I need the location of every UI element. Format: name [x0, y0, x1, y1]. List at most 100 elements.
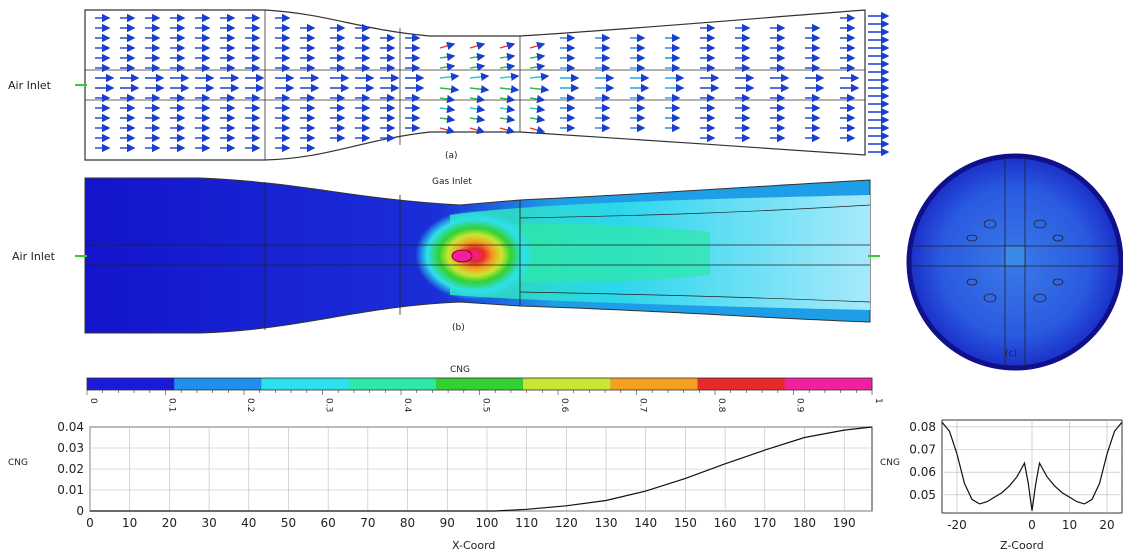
velocity-vector — [469, 114, 486, 124]
velocity-vector — [499, 126, 516, 135]
x-tick-label: 10 — [1062, 518, 1077, 532]
velocity-vector — [529, 104, 546, 114]
x-tick-label: 40 — [241, 516, 256, 530]
y-tick-label: 0.06 — [909, 465, 936, 479]
y-tick-label: 0.05 — [909, 488, 936, 502]
panel-c-cross-section: (c) — [906, 153, 1123, 371]
x-tick-label: 190 — [833, 516, 856, 530]
velocity-vector — [439, 126, 456, 135]
y-tick-label: 0.03 — [57, 441, 84, 455]
colorbar-tick-label: 0.2 — [245, 398, 255, 412]
x-tick-label: 120 — [555, 516, 578, 530]
colorbar-tick-label: 0.9 — [795, 398, 805, 413]
velocity-vector — [499, 104, 516, 114]
panel-c-caption: (c) — [1005, 349, 1017, 359]
x-tick-label: 70 — [360, 516, 375, 530]
y-tick-label: 0.01 — [57, 483, 84, 497]
velocity-vector — [469, 104, 486, 114]
colorbar-tick-label: 0.8 — [716, 398, 726, 413]
x-tick-label: 0 — [1028, 518, 1036, 532]
velocity-vector — [529, 85, 550, 94]
velocity-vector — [499, 94, 516, 104]
velocity-vector — [469, 41, 486, 50]
colorbar-tick-label: 0.4 — [402, 398, 412, 413]
x-tick-label: 50 — [281, 516, 296, 530]
chart2-cng-line — [941, 421, 1123, 511]
air-inlet-label-b: Air Inlet — [12, 250, 56, 263]
x-tick-label: 110 — [515, 516, 538, 530]
colorbar-segment — [174, 378, 262, 390]
x-tick-label: 160 — [714, 516, 737, 530]
colorbar-segment — [610, 378, 699, 390]
y-tick-label: 0.08 — [909, 420, 936, 434]
chart2-y-axis-label: CNG — [880, 458, 900, 468]
panel-a-vector-plot: Air Inlet (a) — [8, 9, 890, 161]
colorbar-tick-label: 0.3 — [324, 398, 334, 412]
colorbar-tick-label: 0.7 — [638, 398, 648, 412]
colorbar-segment — [784, 378, 873, 390]
colorbar-title: CNG — [450, 365, 470, 375]
velocity-vector — [529, 62, 546, 72]
x-tick-label: 80 — [400, 516, 415, 530]
gas-inlet-label: Gas Inlet — [432, 177, 472, 187]
velocity-vector — [499, 114, 516, 124]
x-tick-label: 150 — [674, 516, 697, 530]
chart1-x-axis-label: X-Coord — [452, 539, 495, 552]
velocity-vector — [439, 52, 456, 62]
panel-a-caption: (a) — [445, 151, 458, 161]
x-tick-label: 30 — [201, 516, 216, 530]
velocity-vector — [499, 41, 516, 50]
panel-b-plume-core — [415, 210, 535, 300]
velocity-vector — [439, 104, 456, 114]
colorbar-ticks: 0 0.1 0.2 0.3 0.4 0.5 0.6 0.7 0.8 0.9 1 — [86, 390, 883, 413]
colorbar-segment — [523, 378, 611, 390]
colorbar-segment — [261, 378, 350, 390]
velocity-vector — [529, 126, 546, 135]
velocity-vector-field — [95, 13, 860, 153]
x-tick-label: 180 — [793, 516, 816, 530]
x-tick-label: 60 — [321, 516, 336, 530]
velocity-vector — [469, 62, 486, 72]
velocity-vector — [439, 72, 460, 81]
chart2-x-ticks: -20 0 10 20 — [947, 518, 1114, 532]
air-inlet-label-a: Air Inlet — [8, 79, 52, 92]
velocity-vector — [499, 62, 516, 72]
velocity-vector — [469, 94, 486, 104]
velocity-vector — [529, 72, 550, 81]
panel-b-caption: (b) — [452, 323, 465, 333]
cng-vs-z-chart: 0.05 0.06 0.07 0.08 -20 0 10 20 CNG Z-Coord — [880, 419, 1123, 552]
x-tick-label: 20 — [1099, 518, 1114, 532]
outlet-velocity-vectors — [868, 11, 890, 157]
velocity-vector — [469, 85, 490, 94]
colorbar-segment — [435, 378, 524, 390]
colorbar-tick-label: 0.1 — [167, 398, 177, 412]
colorbar: CNG 0 0.1 0.2 0.3 0.4 0.5 0.6 0.7 0.8 0.9 1 — [86, 365, 883, 413]
y-tick-label: 0.04 — [57, 420, 84, 434]
x-tick-label: 170 — [753, 516, 776, 530]
x-tick-label: 140 — [634, 516, 657, 530]
velocity-vector — [469, 126, 486, 135]
velocity-vector — [439, 41, 456, 50]
colorbar-segment — [348, 378, 437, 390]
velocity-vector — [439, 85, 460, 94]
x-tick-label: 0 — [86, 516, 94, 530]
cng-vs-x-chart: 0 0.01 0.02 0.03 0.04 0 10 20 30 40 50 60 70 80 90 100… — [8, 420, 873, 552]
colorbar-tick-label: 0.6 — [559, 398, 569, 413]
velocity-vector — [439, 62, 456, 72]
velocity-vector — [439, 114, 456, 124]
colorbar-segment — [87, 378, 175, 390]
chart2-y-ticks: 0.05 0.06 0.07 0.08 — [909, 420, 936, 502]
velocity-vector — [499, 52, 516, 62]
chart2-grid — [942, 420, 1122, 513]
y-tick-label: 0.07 — [909, 442, 936, 456]
x-tick-label: -20 — [947, 518, 967, 532]
colorbar-segments — [87, 378, 873, 390]
chart2-x-axis-label: Z-Coord — [1000, 539, 1044, 552]
colorbar-segment — [697, 378, 786, 390]
velocity-vector — [529, 94, 546, 104]
x-tick-label: 100 — [476, 516, 499, 530]
velocity-vector — [469, 72, 490, 81]
velocity-vector — [499, 72, 520, 81]
colorbar-tick-label: 1 — [873, 398, 883, 404]
